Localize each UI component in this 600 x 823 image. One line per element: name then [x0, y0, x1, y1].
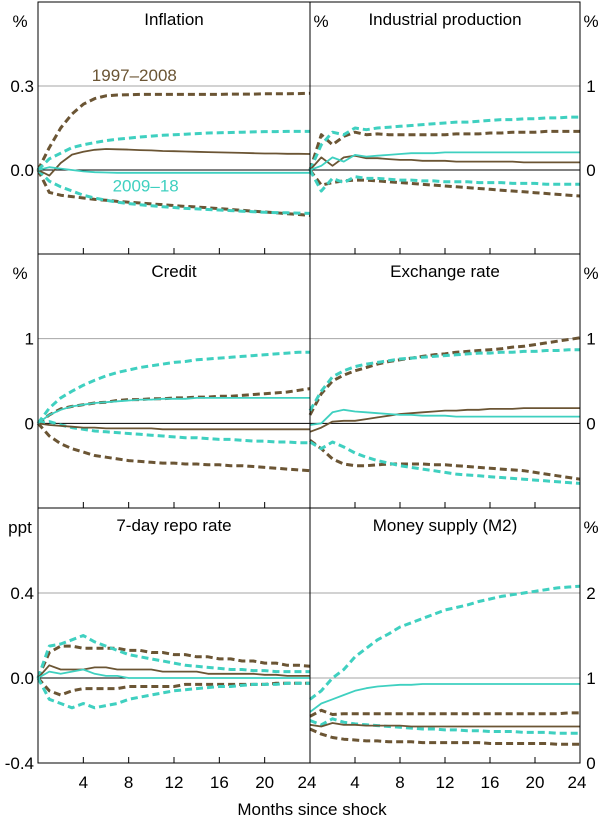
7-day-repo-rate-x-tick-label-2: 12: [165, 773, 184, 792]
money-supply-m2-series-1997-2008-upper-line: [309, 708, 580, 718]
inflation-left-tick-label-0: 0.3: [10, 77, 34, 96]
credit-panel-frame: [37, 253, 311, 509]
inflation-series-1997-2008-upper-line: [36, 91, 311, 171]
industrial-production-right-unit-label: %: [583, 12, 598, 31]
money-supply-m2-x-tick-label-4: 20: [526, 773, 545, 792]
7-day-repo-rate-x-tick-label-5: 24: [298, 773, 317, 792]
industrial-production-series-1997-2008-lower-line: [308, 169, 581, 198]
money-supply-m2-right-tick-label-0: 2: [586, 584, 595, 603]
industrial-production-series-2009-18-lower-line: [308, 169, 580, 193]
credit-series-1997-2008-lower-line: [36, 422, 311, 473]
inflation-panel-frame: [37, 1, 311, 255]
7-day-repo-rate-x-tick-label-3: 16: [210, 773, 229, 792]
money-supply-m2-panel-title: Money supply (M2): [373, 516, 518, 535]
money-supply-m2-x-tick-label-0: 4: [350, 773, 359, 792]
7-day-repo-rate-panel-frame: [37, 507, 311, 764]
inflation-right-unit-label: %: [313, 12, 328, 31]
x-axis-label: Months since shock: [237, 800, 387, 819]
industrial-production-panel-title: Industrial production: [368, 10, 521, 29]
money-supply-m2-panel-frame: [309, 507, 581, 764]
credit-series-1997-2008-median-line: [37, 422, 310, 431]
7-day-repo-rate-series-2009-18-median-line: [37, 668, 310, 679]
7-day-repo-rate-x-tick-label-0: 4: [79, 773, 88, 792]
exchange-rate-panel-frame: [309, 253, 581, 509]
money-supply-m2-x-tick-label-2: 12: [436, 773, 455, 792]
money-supply-m2-series-2009-18-upper-line: [309, 584, 581, 701]
7-day-repo-rate-left-tick-label-2: -0.4: [5, 754, 34, 773]
exchange-rate-series-1997-2008-median-line: [309, 407, 580, 433]
7-day-repo-rate-series-1997-2008-lower-line: [36, 677, 310, 697]
exchange-rate-series-1997-2008-upper-line: [308, 336, 581, 416]
inflation-series-2009-18-upper-line: [36, 129, 310, 172]
money-supply-m2-x-tick-label-5: 24: [568, 773, 587, 792]
industrial-production-right-tick-label-1: 0: [586, 161, 595, 180]
7-day-repo-rate-left-tick-label-0: 0.4: [10, 584, 34, 603]
7-day-repo-rate-series-1997-2008-median-line: [37, 664, 310, 679]
money-supply-m2-right-tick-label-2: 0: [586, 754, 595, 773]
7-day-repo-rate-series-2009-18-lower-line: [36, 677, 310, 710]
money-supply-m2-x-tick-label-1: 8: [395, 773, 404, 792]
industrial-production-series-1997-2008-upper-line: [308, 129, 580, 171]
money-supply-m2-series-1997-2008-median-line: [309, 722, 580, 728]
7-day-repo-rate-panel-title: 7-day repo rate: [116, 516, 231, 535]
inflation-left-tick-label-1: 0.0: [10, 161, 34, 180]
money-supply-m2-x-tick-label-3: 16: [481, 773, 500, 792]
industrial-production-series-2009-18-median-line: [309, 151, 580, 171]
7-day-repo-rate-left-tick-label-1: 0.0: [10, 669, 34, 688]
inflation-left-unit-label: %: [12, 12, 27, 31]
inflation-series-1997-2008-lower-line: [36, 169, 311, 217]
inflation-series-2009-18-lower-line: [36, 168, 311, 215]
inflation-series-1997-2008-median-line: [37, 148, 311, 177]
inflation-panel-title: Inflation: [144, 10, 204, 29]
7-day-repo-rate-left-unit-label: ppt: [8, 518, 32, 537]
credit-left-tick-label-0: 1: [25, 330, 34, 349]
7-day-repo-rate-x-tick-label-1: 8: [124, 773, 133, 792]
industrial-production-panel-frame: [309, 1, 581, 255]
7-day-repo-rate-series-2009-18-upper-line: [36, 634, 310, 679]
money-supply-m2-right-unit-label: %: [583, 518, 598, 537]
exchange-rate-right-tick-label-1: 0: [586, 414, 595, 433]
inflation-series-2009-18-median-line: [37, 166, 310, 174]
exchange-rate-right-tick-label-0: 1: [586, 330, 595, 349]
money-supply-m2-right-tick-label-1: 1: [586, 669, 595, 688]
7-day-repo-rate-series-1997-2008-upper-line: [36, 644, 311, 679]
exchange-rate-series-2009-18-median-line: [309, 408, 580, 426]
inflation-annotation-1: 2009–18: [113, 176, 179, 195]
exchange-rate-series-2009-18-upper-line: [308, 348, 580, 412]
money-supply-m2-series-1997-2008-lower-line: [309, 727, 580, 746]
industrial-production-series-2009-18-upper-line: [308, 115, 580, 171]
credit-series-2009-18-upper-line: [36, 350, 310, 425]
exchange-rate-panel-title: Exchange rate: [390, 262, 500, 281]
money-supply-m2-series-2009-18-median-line: [309, 683, 580, 713]
credit-panel-title: Credit: [151, 262, 197, 281]
credit-series-2009-18-median-line: [37, 396, 310, 425]
industrial-production-right-tick-label-0: 1: [586, 77, 595, 96]
credit-left-tick-label-1: 0: [25, 414, 34, 433]
7-day-repo-rate-x-tick-label-4: 20: [255, 773, 274, 792]
exchange-rate-right-unit-label: %: [583, 264, 598, 283]
credit-series-2009-18-lower-line: [37, 420, 310, 445]
credit-left-unit-label: %: [12, 264, 27, 283]
exchange-rate-series-2009-18-lower-line: [309, 440, 581, 485]
inflation-annotation-0: 1997–2008: [92, 66, 177, 85]
exchange-rate-series-1997-2008-lower-line: [309, 439, 581, 481]
